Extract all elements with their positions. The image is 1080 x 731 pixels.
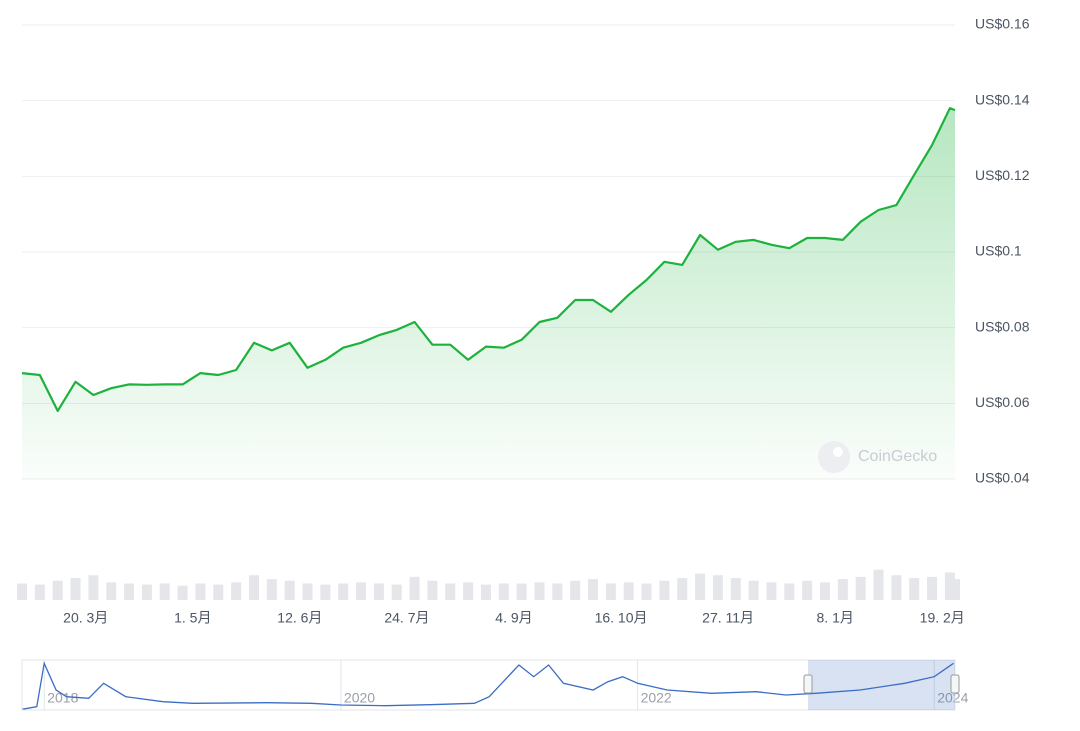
volume-bar bbox=[141, 584, 152, 600]
y-tick-label: US$0.1 bbox=[975, 243, 1022, 259]
volume-bar bbox=[284, 580, 295, 600]
volume-bar bbox=[34, 584, 45, 600]
navigator-tick-label: 2022 bbox=[641, 690, 672, 706]
volume-bar bbox=[52, 580, 63, 600]
volume-bar bbox=[623, 582, 634, 600]
x-tick-label: 8. 1月 bbox=[817, 610, 854, 626]
volume-bar bbox=[159, 583, 170, 600]
volume-bar bbox=[570, 580, 581, 600]
x-tick-label: 1. 5月 bbox=[174, 610, 211, 626]
volume-bar bbox=[231, 582, 242, 600]
volume-bar bbox=[641, 583, 652, 600]
volume-bar bbox=[552, 583, 563, 600]
volume-bar bbox=[766, 582, 777, 600]
navigator-line bbox=[21, 661, 954, 710]
volume-bar bbox=[605, 583, 616, 600]
volume-bar bbox=[427, 580, 438, 600]
volume-bar bbox=[534, 582, 545, 600]
volume-bar bbox=[944, 572, 955, 600]
volume-bar bbox=[891, 575, 902, 600]
navigator-handle[interactable] bbox=[803, 674, 813, 694]
volume-bar bbox=[802, 580, 813, 600]
volume-bar bbox=[909, 578, 920, 600]
volume-bar bbox=[855, 576, 866, 600]
volume-bar bbox=[748, 580, 759, 600]
volume-bar bbox=[695, 573, 706, 600]
navigator-tick-label: 2024 bbox=[937, 690, 968, 706]
volume-bar bbox=[730, 578, 741, 600]
volume-bar bbox=[445, 583, 456, 600]
navigator-tick-label: 2018 bbox=[47, 690, 78, 706]
y-tick-label: US$0.16 bbox=[975, 16, 1030, 32]
volume-bar bbox=[784, 583, 795, 600]
volume-bar bbox=[124, 583, 135, 600]
volume-bar bbox=[837, 579, 848, 600]
price-area bbox=[22, 108, 955, 479]
navigator-selection[interactable] bbox=[808, 660, 955, 710]
volume-bar bbox=[17, 583, 27, 600]
volume-bar bbox=[391, 584, 402, 600]
volume-bar bbox=[516, 583, 527, 600]
volume-bar bbox=[320, 584, 331, 600]
volume-bar bbox=[588, 579, 599, 600]
y-tick-label: US$0.06 bbox=[975, 394, 1030, 410]
volume-bar bbox=[712, 575, 723, 600]
y-tick-label: US$0.08 bbox=[975, 318, 1030, 334]
y-tick-label: US$0.14 bbox=[975, 91, 1030, 107]
volume-bar bbox=[373, 583, 384, 600]
volume-bar bbox=[659, 580, 670, 600]
x-tick-label: 27. 11月 bbox=[702, 610, 754, 626]
volume-bar bbox=[480, 584, 491, 600]
x-tick-label: 16. 10月 bbox=[595, 610, 648, 626]
volume-bar bbox=[266, 579, 277, 600]
volume-bar bbox=[950, 579, 960, 600]
volume-bar bbox=[88, 575, 99, 600]
volume-bar bbox=[338, 583, 349, 600]
y-tick-label: US$0.04 bbox=[975, 470, 1030, 486]
volume-bar bbox=[195, 583, 206, 600]
volume-bar bbox=[356, 582, 367, 600]
volume-bar bbox=[213, 584, 224, 600]
volume-bar bbox=[177, 585, 188, 600]
price-line bbox=[21, 107, 956, 412]
volume-bar bbox=[106, 582, 117, 600]
x-tick-label: 4. 9月 bbox=[495, 610, 532, 626]
watermark: CoinGecko bbox=[818, 441, 937, 473]
volume-bar bbox=[248, 575, 259, 600]
navigator-tick-label: 2020 bbox=[344, 690, 375, 706]
volume-bar bbox=[927, 576, 938, 600]
volume-bar bbox=[498, 583, 509, 600]
x-tick-label: 24. 7月 bbox=[384, 610, 429, 626]
y-tick-label: US$0.12 bbox=[975, 167, 1030, 183]
volume-bar bbox=[70, 578, 81, 600]
x-tick-label: 19. 2月 bbox=[920, 610, 965, 626]
x-tick-label: 20. 3月 bbox=[63, 610, 108, 626]
x-tick-label: 12. 6月 bbox=[277, 610, 322, 626]
watermark-text: CoinGecko bbox=[858, 448, 937, 465]
volume-bar bbox=[819, 582, 830, 600]
navigator-handle[interactable] bbox=[950, 674, 960, 694]
volume-bar bbox=[463, 582, 474, 600]
volume-bar bbox=[302, 583, 313, 600]
volume-bar bbox=[677, 578, 688, 600]
volume-bar bbox=[409, 576, 420, 600]
volume-bar bbox=[873, 569, 884, 600]
